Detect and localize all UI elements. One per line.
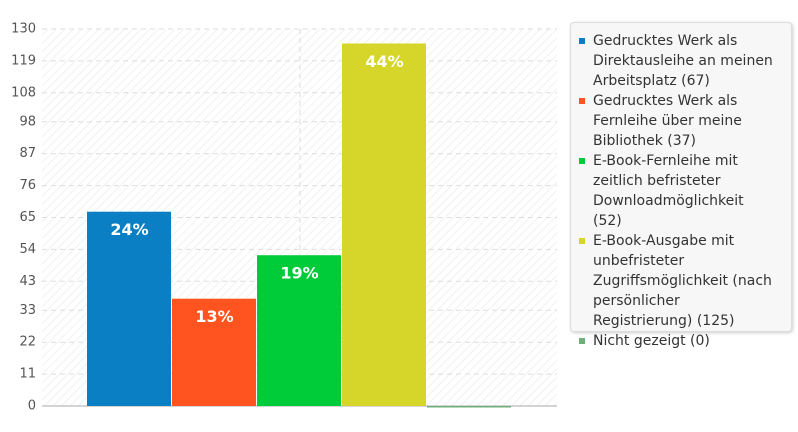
legend-swatch bbox=[579, 98, 585, 104]
legend-swatch bbox=[579, 38, 585, 44]
y-tick-label: 119 bbox=[11, 53, 36, 68]
bar bbox=[427, 406, 511, 408]
y-tick-label: 65 bbox=[19, 210, 36, 225]
y-tick-label: 98 bbox=[19, 114, 36, 129]
legend-label: Nicht gezeigt (0) bbox=[593, 333, 710, 349]
legend-item[interactable]: E-Book-Ausgabe mit unbefristeter Zugriff… bbox=[579, 231, 781, 331]
y-tick-label: 87 bbox=[19, 146, 36, 161]
data-label: 24% bbox=[110, 220, 148, 239]
legend: Gedrucktes Werk als Direktausleihe an me… bbox=[570, 22, 792, 349]
data-label: 19% bbox=[280, 264, 318, 283]
y-tick-label: 108 bbox=[11, 85, 36, 100]
legend-label: E-Book-Ausgabe mit unbefristeter Zugriff… bbox=[593, 233, 772, 329]
bar bbox=[87, 211, 171, 406]
bar bbox=[172, 298, 256, 406]
y-tick-label: 11 bbox=[19, 367, 36, 382]
bar bbox=[342, 43, 426, 406]
legend-swatch bbox=[579, 238, 585, 244]
legend-swatch bbox=[579, 158, 585, 164]
y-tick-label: 0 bbox=[28, 399, 36, 414]
data-label: 44% bbox=[365, 52, 403, 71]
legend-item[interactable]: Gedrucktes Werk als Direktausleihe an me… bbox=[579, 31, 781, 91]
y-tick-label: 54 bbox=[19, 242, 36, 257]
legend-swatch bbox=[579, 338, 585, 344]
y-tick-label: 43 bbox=[19, 274, 36, 289]
legend-item[interactable]: Nicht gezeigt (0) bbox=[579, 331, 781, 351]
chart: 0 11 22 33 43 54 65 76 87 98 108 119 130 24% 13% 19% 44% bbox=[11, 22, 557, 414]
y-tick-label: 22 bbox=[19, 335, 36, 350]
bar bbox=[257, 255, 341, 406]
legend-label: E-Book-Fernleihe mit zeitlich befristete… bbox=[593, 153, 744, 229]
legend-item[interactable]: E-Book-Fernleihe mit zeitlich befristete… bbox=[579, 151, 781, 231]
legend-item[interactable]: Gedrucktes Werk als Fernleihe über meine… bbox=[579, 91, 781, 151]
y-tick-label: 76 bbox=[19, 178, 36, 193]
data-label: 13% bbox=[195, 307, 233, 326]
y-tick-label: 130 bbox=[11, 22, 36, 37]
legend-label: Gedrucktes Werk als Fernleihe über meine… bbox=[593, 93, 742, 149]
y-tick-label: 33 bbox=[19, 303, 36, 318]
legend-label: Gedrucktes Werk als Direktausleihe an me… bbox=[593, 33, 773, 89]
